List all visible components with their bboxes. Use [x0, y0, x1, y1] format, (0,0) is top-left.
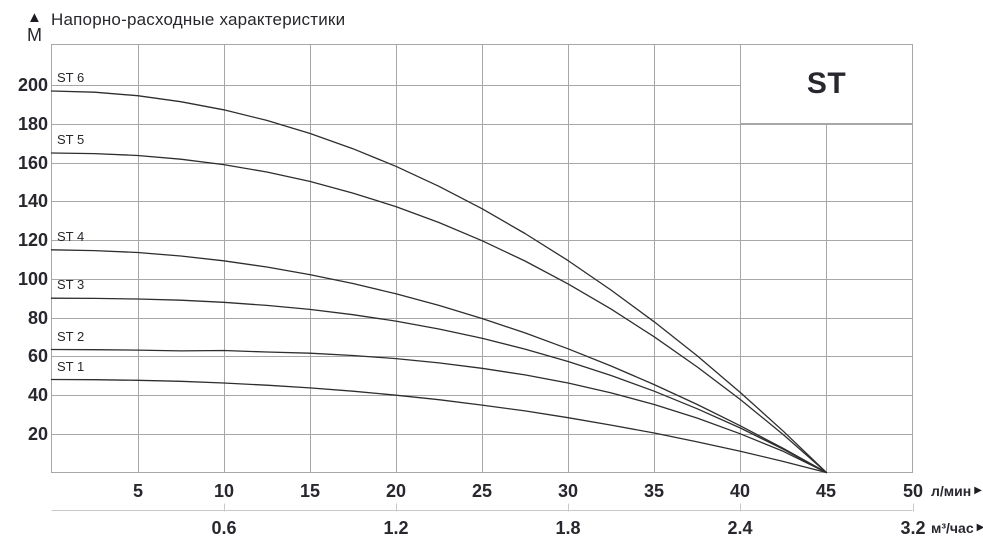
curve-label-st-4: ST 4 — [57, 229, 85, 244]
curve-label-st-5: ST 5 — [57, 132, 85, 147]
x-tick-label-5: 5 — [132, 481, 144, 501]
y-axis-up-arrow-icon: ▲ — [27, 9, 42, 26]
y-tick-label-140: 140 — [17, 191, 48, 211]
y-tick-label-160: 160 — [17, 153, 48, 173]
x-axis-unit-lmin: л/мин ▶ — [931, 482, 982, 500]
x-tick-label-35: 35 — [643, 481, 665, 501]
chart-title: Напорно-расходные характеристики — [51, 10, 346, 29]
y-tick-label-60: 60 — [27, 346, 48, 366]
x-tick-label-20: 20 — [385, 481, 407, 501]
curve-st-1 — [50, 378, 828, 474]
x-tick-label-50: 50 — [902, 481, 924, 501]
x2-tick-label-0.6: 0.6 — [211, 518, 237, 538]
y-tick-label-80: 80 — [27, 308, 48, 328]
y-tick-label-40: 40 — [27, 385, 48, 405]
x-axis-unit-m3h-label: м³/час — [931, 520, 974, 536]
series-family-badge: ST — [740, 44, 913, 124]
x-tick-label-40: 40 — [729, 481, 751, 501]
y-tick-label-120: 120 — [17, 230, 48, 250]
x2-tick-label-3.2: 3.2 — [900, 518, 926, 538]
plot-border — [51, 44, 913, 473]
x2-tick-label-1.2: 1.2 — [383, 518, 409, 538]
x-axis-unit-m3h: м³/час ▶ — [931, 519, 983, 537]
x-tick-label-10: 10 — [213, 481, 235, 501]
y-tick-label-180: 180 — [17, 114, 48, 134]
x-tick-label-30: 30 — [557, 481, 579, 501]
curve-st-2 — [50, 348, 828, 474]
curve-label-st-3: ST 3 — [57, 277, 85, 292]
x-tick-label-15: 15 — [299, 481, 321, 501]
y-axis-unit-label: М — [27, 25, 42, 45]
x-tick-label-25: 25 — [471, 481, 493, 501]
curve-label-st-1: ST 1 — [57, 359, 85, 374]
series-family-label: ST — [806, 67, 847, 100]
curve-st-3 — [50, 297, 828, 474]
x2-tick-label-2.4: 2.4 — [727, 518, 753, 538]
curve-st-4 — [50, 249, 828, 474]
y-tick-label-100: 100 — [17, 269, 48, 289]
x-axis-right-arrow-icon: ▶ — [974, 485, 982, 496]
x2-axis-right-arrow-icon: ▶ — [976, 522, 983, 533]
x-axis-unit-lmin-label: л/мин — [931, 483, 972, 499]
curve-label-st-6: ST 6 — [57, 70, 85, 85]
y-tick-label-200: 200 — [17, 75, 48, 95]
curve-label-st-2: ST 2 — [57, 329, 85, 344]
curve-st-5 — [50, 152, 828, 474]
y-tick-label-20: 20 — [27, 424, 48, 444]
x2-tick-label-1.8: 1.8 — [555, 518, 581, 538]
x-tick-label-45: 45 — [815, 481, 837, 501]
curve-st-6 — [50, 90, 828, 474]
